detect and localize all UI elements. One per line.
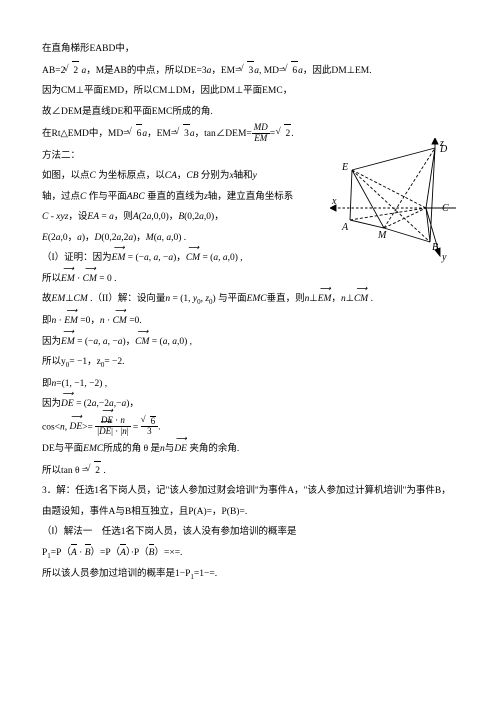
text-line: cos<n, DE>= DE · n|DE| · |n| = 63. [42,416,458,439]
geometry-diagram: x y z A B C D E M [330,138,458,266]
text-line: 所以该人员参加过培训的概率是1−P1=1−=. [42,565,458,585]
axis-x-label: x [331,196,337,207]
text-line: 因为CM⊥平面EMD，所以CM⊥DM，因此DM⊥平面EMC， [42,82,458,101]
text-line: 轴，过点C 作与平面ABC 垂直的直线为z轴，建立直角坐标系 [42,188,302,207]
text-line: DE与平面EMC所成的角 θ 是n与DE 夹角的余角. [42,440,458,459]
text-line: 如图，以点C 为坐标原点，以CA，CB 分别为x轴和y [42,167,302,186]
text-line: 所以EM · CM = 0 . [42,270,458,289]
point-B-label: B [432,242,438,253]
text-line: 故∠DEM是直线DE和平面EMC所成的角. [42,103,458,122]
axis-y-label: y [441,252,447,263]
text-line: （Ⅰ）解法一 任选1名下岗人员，该人没有参加培训的概率是 [42,523,458,542]
text-line: 所以tan θ =2 . [42,461,458,481]
text-line: P1=P（A · B）=P（A）·P（B）=×=. [42,544,458,564]
text-line: 由题设知，事件A与B相互独立，且P(A)=，P(B)=. [42,503,458,522]
text-line: 3．解：任选1名下岗人员，记"该人参加过财会培训"为事件A，"该人参加过计算机培… [42,482,458,501]
point-A-label: A [341,222,349,233]
point-D-label: D [439,144,448,155]
document-body: 在直角梯形EABD中， AB=22 a，M是AB的中点，所以DE=3a，EM=3… [0,0,500,607]
text-line: AB=22 a，M是AB的中点，所以DE=3a，EM=3a, MD=6a，因此D… [42,61,458,81]
text-line: 所以y0= −1，z0= −2. [42,353,458,373]
text-line: 在直角梯形EABD中， [42,40,458,59]
point-C-label: C [442,203,449,214]
text-line: 即n · EM =0，n · CM =0. [42,312,458,331]
text-line: 故EM⊥CM .（II）解：设向量n = (1, y0, z0) 与平面EMC垂… [42,290,458,310]
text-line: 因为EM = (−a, a, −a)，CM = (a, a,0) , [42,333,458,352]
point-M-label: M [377,230,387,241]
text-line: 即n=(1, −1, −2) , [42,375,458,394]
point-E-label: E [341,162,348,173]
